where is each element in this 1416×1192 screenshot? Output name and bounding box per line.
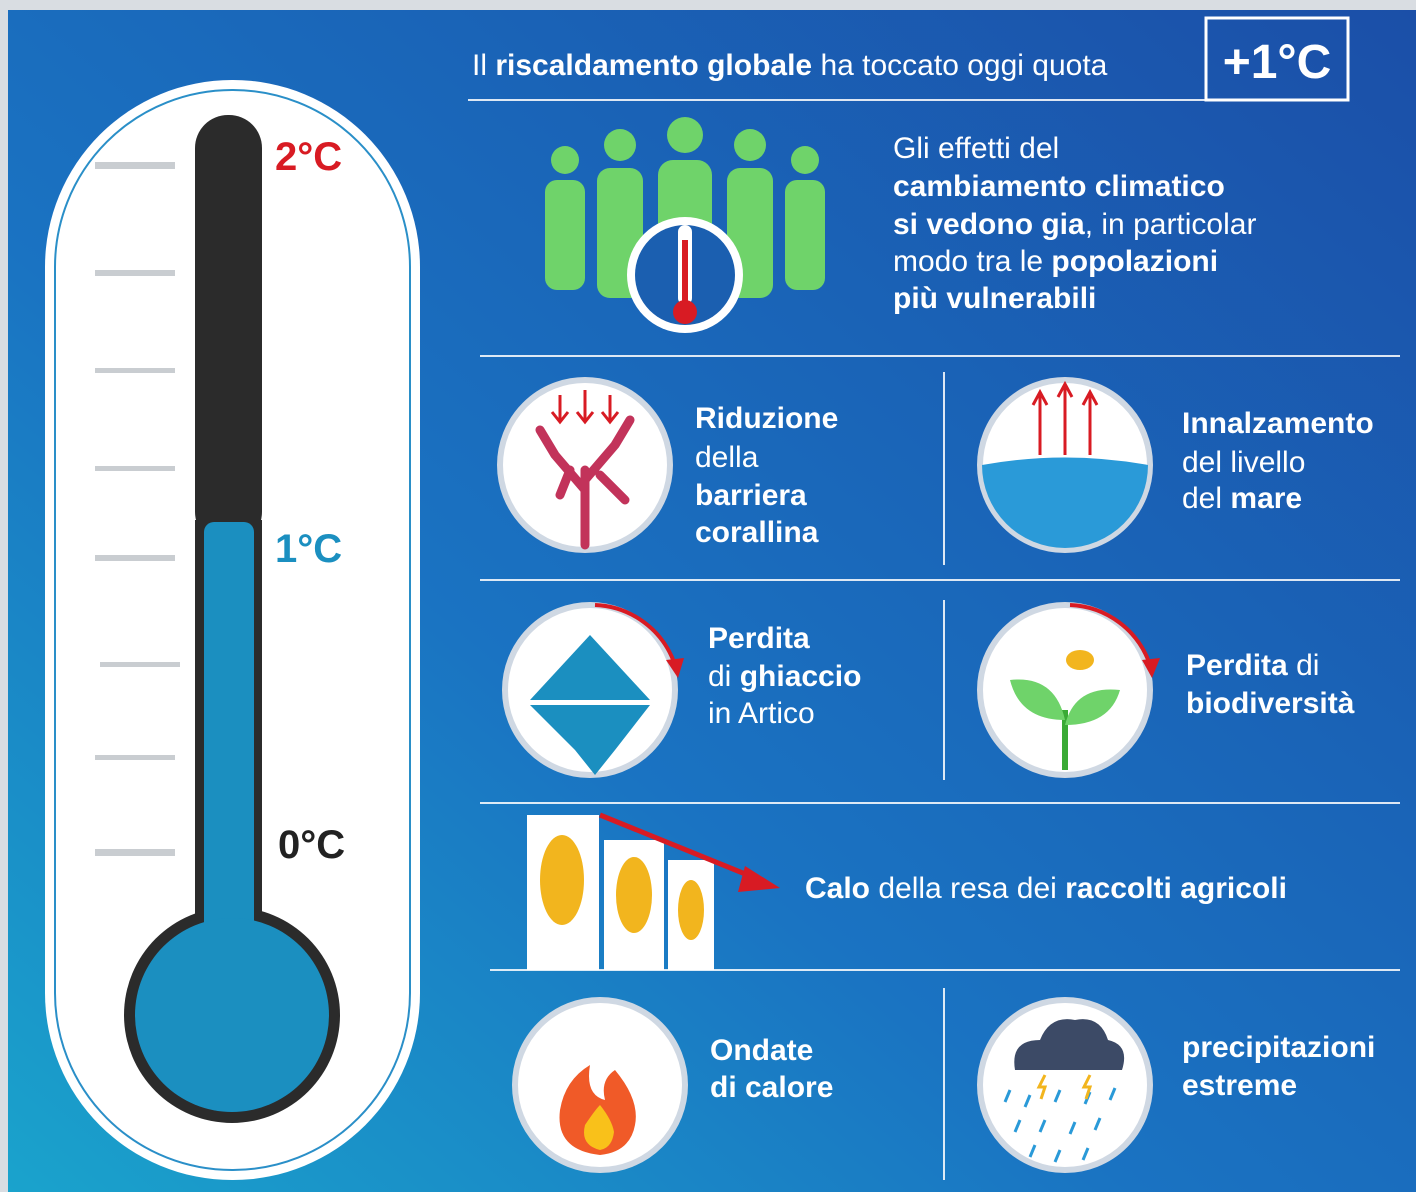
header-bold: riscaldamento globale — [495, 49, 812, 82]
intro-line: modo tra le — [893, 245, 1043, 278]
effect-line: barriera — [695, 479, 807, 512]
intro-line: Gli effetti del — [893, 132, 1059, 165]
effect-line: Calo — [805, 872, 870, 905]
crops-icon-part-part — [540, 835, 584, 925]
thermometer-part-part — [95, 555, 175, 561]
temp-label: 2°C — [275, 135, 342, 179]
thermometer-part-part — [95, 466, 175, 471]
thermometer-part — [195, 115, 262, 545]
plant-icon-part — [1066, 650, 1094, 670]
header-lead: Il — [472, 49, 487, 82]
effect-line: raccolti agricoli — [1065, 872, 1287, 905]
effect-line: del livello — [1182, 446, 1305, 479]
sea-icon — [980, 380, 1150, 550]
effect-line: ghiaccio — [740, 660, 862, 693]
header-text: Il riscaldamento globale ha toccato oggi… — [472, 49, 1108, 82]
intro-line: , in particolar — [1085, 208, 1257, 241]
coral-icon — [500, 380, 670, 550]
effect-line: di — [1296, 649, 1319, 682]
crops-icon-part-part — [616, 857, 652, 933]
effect-line: precipitazioni — [1182, 1031, 1375, 1064]
thermometer-part — [135, 918, 329, 1112]
effect-line: Riduzione — [695, 402, 838, 435]
thermometer-part-part — [95, 368, 175, 373]
effect-line: della resa dei — [878, 872, 1056, 905]
crops-icon-part-part — [678, 880, 704, 940]
people-icon-part — [604, 129, 636, 161]
thermometer-part-part — [100, 662, 180, 667]
intro-line: si vedono gia — [893, 208, 1085, 241]
effect-line: biodiversità — [1186, 687, 1355, 720]
intro-line: cambiamento climatico — [893, 170, 1225, 203]
page: 2°C 1°C 0°C Il riscaldamento globale ha … — [0, 0, 1416, 1192]
effect-line: Ondate — [710, 1034, 813, 1067]
people-icon-part — [545, 180, 585, 290]
thermometer-part-part — [95, 755, 175, 760]
effect-line: corallina — [695, 516, 819, 549]
effect-line: in Artico — [708, 697, 815, 730]
header-rest: ha toccato oggi quota — [820, 49, 1107, 82]
people-icon-part — [734, 129, 766, 161]
intro-line: popolazioni — [1051, 245, 1218, 278]
effect-line: del — [1182, 482, 1222, 515]
thermometer: 2°C 1°C 0°C — [45, 80, 420, 1180]
effect-line: della — [695, 441, 759, 474]
people-icon-part — [551, 146, 579, 174]
thermometer-part-part — [95, 270, 175, 276]
effect-line: di — [708, 660, 731, 693]
effect-line: di calore — [710, 1071, 833, 1104]
thermometer-part-part — [95, 849, 175, 856]
people-icon-part — [785, 180, 825, 290]
thermometer-part — [204, 522, 254, 962]
temp-label: 0°C — [278, 823, 345, 867]
people-icon-part — [791, 146, 819, 174]
thermometer-part-part — [95, 162, 175, 169]
infographic: 2°C 1°C 0°C Il riscaldamento globale ha … — [0, 0, 1416, 1192]
temp-label: 1°C — [275, 527, 342, 571]
people-icon-part — [682, 240, 688, 310]
effect-line: Innalzamento — [1182, 407, 1374, 440]
effect-line: Perdita — [1186, 649, 1288, 682]
effect-line: mare — [1230, 482, 1302, 515]
fire-icon — [515, 1000, 685, 1170]
effect-text: Calo della resa dei raccolti agricoli — [805, 872, 1287, 905]
people-icon-part — [667, 117, 703, 153]
effect-line: estreme — [1182, 1069, 1297, 1102]
effect-line: Perdita — [708, 622, 810, 655]
rain-icon — [980, 1000, 1150, 1170]
header-value: +1°C — [1223, 36, 1332, 89]
intro-line: più vulnerabili — [893, 282, 1096, 315]
